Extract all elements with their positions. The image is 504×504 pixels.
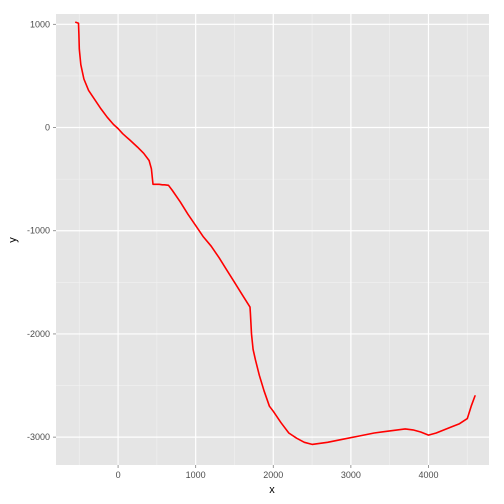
x-tick-label: 1000 [186, 470, 206, 480]
y-axis-ticks: -3000 -2000 -1000 0 1000 [27, 19, 56, 442]
x-axis-ticks: 0 1000 2000 3000 4000 [116, 465, 438, 480]
y-tick-label: -3000 [27, 432, 50, 442]
y-tick-label: 1000 [30, 19, 50, 29]
major-gridlines [56, 14, 489, 465]
y-tick-label: 0 [45, 123, 50, 133]
y-tick-label: -1000 [27, 226, 50, 236]
y-axis-title: y [7, 237, 19, 243]
y-tick-label: -2000 [27, 329, 50, 339]
series-line [75, 21, 476, 446]
x-tick-label: 0 [116, 470, 121, 480]
minor-gridlines [56, 14, 489, 465]
x-tick-label: 4000 [418, 470, 438, 480]
x-tick-label: 3000 [341, 470, 361, 480]
x-tick-label: 2000 [263, 470, 283, 480]
plot-panel [56, 14, 489, 465]
x-axis-title: x [269, 484, 275, 496]
